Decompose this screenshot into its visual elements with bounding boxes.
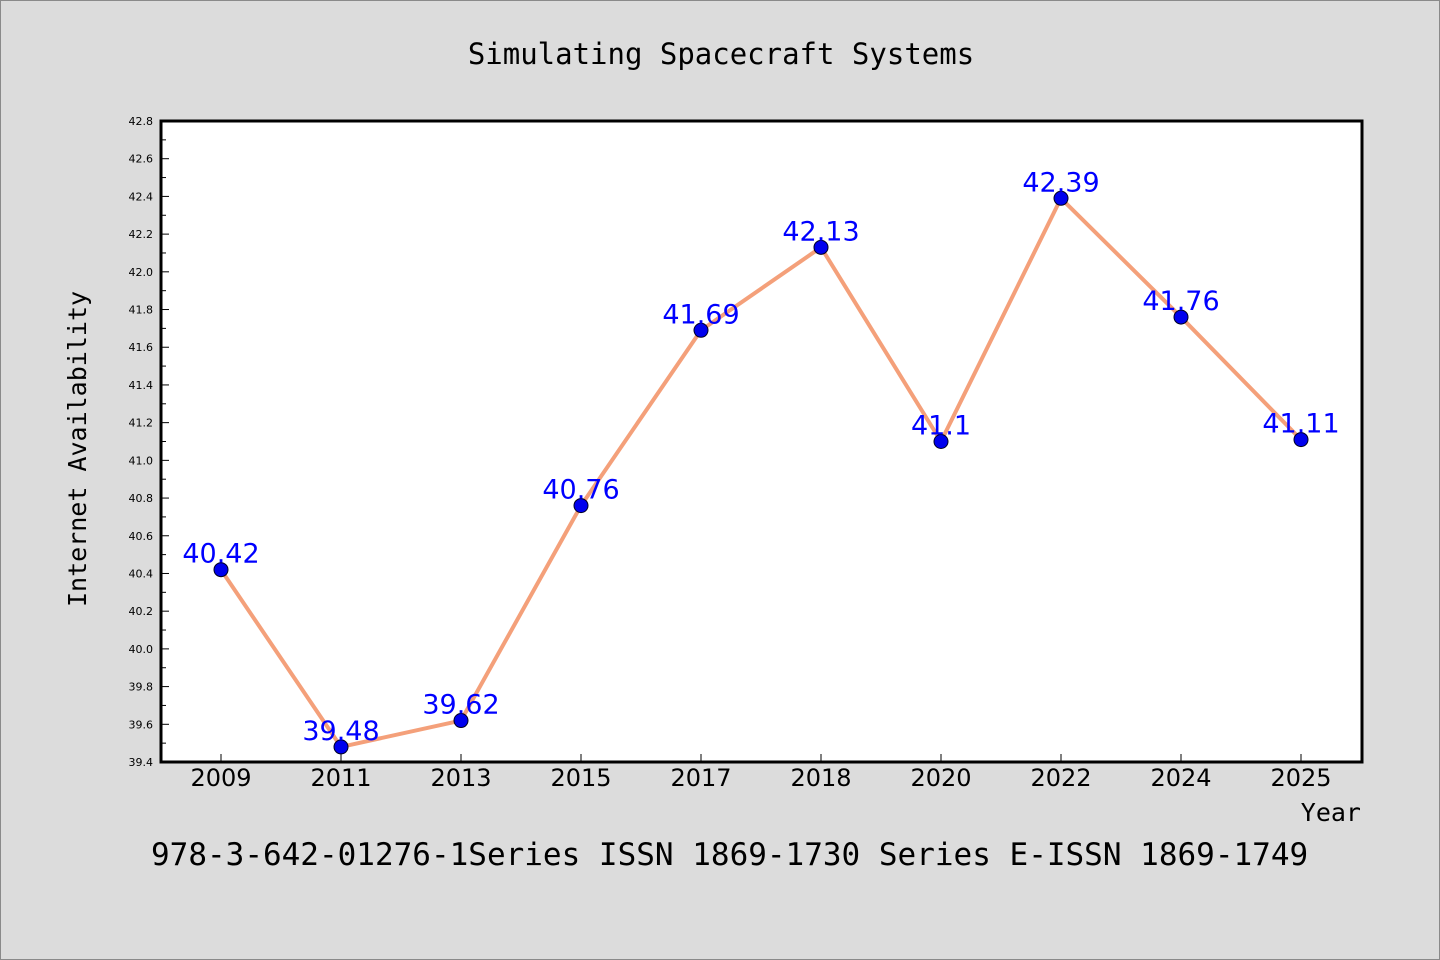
series-line-segment <box>1179 315 1303 442</box>
x-tick-label: 2011 <box>310 764 371 792</box>
y-tick-label: 42.0 <box>129 266 154 279</box>
series-line-segment <box>819 245 943 444</box>
data-label: 40.76 <box>542 475 619 506</box>
data-point <box>1293 432 1309 448</box>
series-line-group <box>219 196 1303 749</box>
data-label: 40.42 <box>182 539 259 570</box>
y-tick-label: 42.8 <box>129 115 154 128</box>
y-tick-label: 41.8 <box>129 304 154 317</box>
data-point <box>333 739 349 755</box>
y-tick-label: 42.6 <box>129 153 154 166</box>
y-tick-label: 41.0 <box>129 454 154 467</box>
series-line-segment <box>219 567 343 749</box>
x-tick-label: 2015 <box>550 764 611 792</box>
data-label: 41.1 <box>911 411 971 442</box>
data-labels: 40.42 39.48 39.62 40.76 41.69 42.13 41.1 42.39 4… <box>182 167 1339 747</box>
series-line-segment <box>579 328 703 508</box>
series-line-segment <box>1059 196 1183 320</box>
data-label: 42.39 <box>1022 167 1099 198</box>
x-tick-label: 2025 <box>1270 764 1331 792</box>
y-tick-label: 40.4 <box>129 567 154 580</box>
chart-title: Simulating Spacecraft Systems <box>468 37 974 71</box>
x-tick-label: 2013 <box>430 764 491 792</box>
x-axis: 2009 2011 2013 2015 2017 2018 2020 2022 2024 2025 <box>190 754 1332 792</box>
data-point <box>573 498 589 514</box>
plot-area <box>159 119 1364 764</box>
data-label: 39.48 <box>302 716 379 747</box>
y-tick-label: 41.4 <box>129 379 154 392</box>
y-tick-label: 39.4 <box>129 756 154 769</box>
y-axis: 39.4 39.6 39.8 40.0 40.2 40.4 40.6 40.8 41.0 41.2… <box>129 115 169 769</box>
x-tick-label: 2022 <box>1030 764 1091 792</box>
series-line-segment <box>339 718 463 749</box>
data-point <box>933 434 949 449</box>
data-point <box>1053 190 1069 206</box>
data-point <box>453 713 469 729</box>
series-line-segment <box>939 196 1063 444</box>
data-label: 42.13 <box>782 216 859 247</box>
series-line-segment <box>699 245 823 333</box>
y-tick-label: 42.4 <box>129 190 154 203</box>
x-tick-label: 2024 <box>1150 764 1211 792</box>
data-label: 41.69 <box>662 299 739 330</box>
data-point <box>693 322 709 338</box>
series-line-segment <box>459 503 583 723</box>
y-tick-label: 40.2 <box>129 605 154 618</box>
y-tick-label: 40.8 <box>129 492 154 505</box>
y-tick-label: 41.6 <box>129 341 154 354</box>
y-tick-label: 42.2 <box>129 228 154 241</box>
y-axis-label: Internet Availability <box>63 291 92 607</box>
series-markers <box>213 190 1309 755</box>
data-label: 39.62 <box>422 690 499 721</box>
y-tick-label: 39.6 <box>129 718 154 731</box>
y-tick-label: 40.6 <box>129 530 154 543</box>
x-tick-label: 2017 <box>670 764 731 792</box>
data-label: 41.11 <box>1262 409 1339 440</box>
data-point <box>213 562 229 578</box>
footnote: 978-3-642-01276-1Series ISSN 1869-1730 S… <box>151 837 1308 873</box>
x-axis-label: Year <box>1301 798 1361 827</box>
data-point <box>813 239 829 255</box>
data-point <box>1173 309 1189 325</box>
y-tick-label: 39.8 <box>129 681 154 694</box>
y-tick-label: 41.2 <box>129 417 154 430</box>
x-tick-label: 2020 <box>910 764 971 792</box>
x-tick-label: 2018 <box>790 764 851 792</box>
x-tick-label: 2009 <box>190 764 251 792</box>
y-tick-label: 40.0 <box>129 643 154 656</box>
data-label: 41.76 <box>1142 286 1219 317</box>
